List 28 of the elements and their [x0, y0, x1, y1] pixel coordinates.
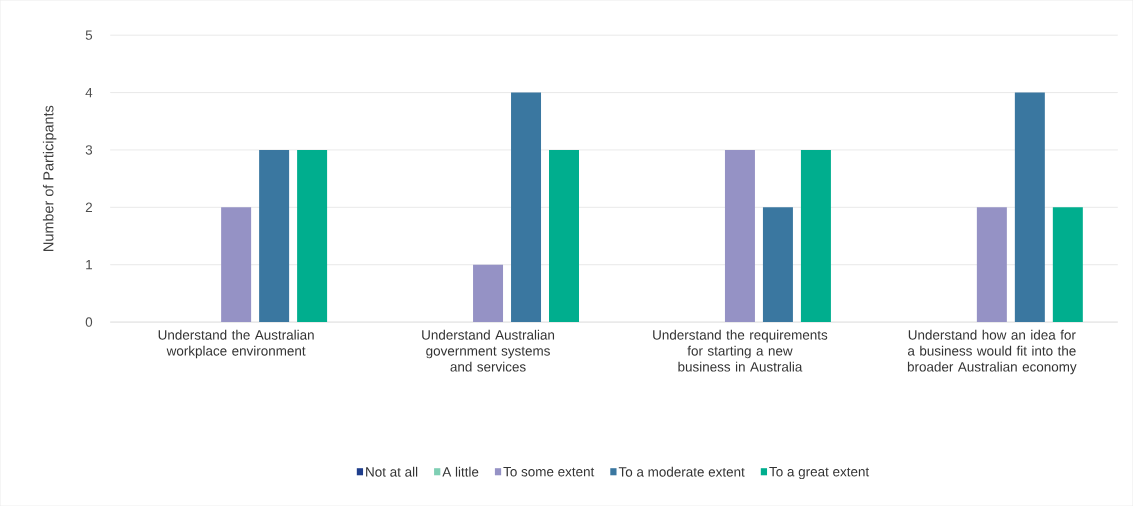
bar	[221, 207, 252, 322]
bar	[511, 92, 542, 322]
legend-label: To a great extent	[769, 466, 870, 480]
y-axis-title: Number of Participants	[42, 105, 57, 251]
legend-label: To some extent	[503, 466, 595, 477]
y-tick-label: 1	[86, 259, 93, 270]
legend-label: Not at all	[366, 466, 418, 477]
y-tick-label: 2	[85, 202, 92, 212]
bar	[259, 149, 290, 322]
bar	[473, 264, 504, 322]
y-tick-label: 0	[85, 317, 93, 327]
x-tick-label: Understand how an idea for a business would fit into the broader Australian economy	[907, 329, 1077, 375]
y-tick-label: 3	[85, 145, 93, 155]
x-tick-label: Understand Australian government systems and services	[422, 329, 555, 372]
legend-label: To a moderate extent	[618, 466, 745, 477]
y-tick-label: 5	[85, 30, 93, 40]
y-tick-label: 4	[85, 87, 93, 98]
bar	[1052, 207, 1083, 322]
bar	[800, 149, 831, 322]
bar	[724, 149, 755, 322]
bar	[297, 149, 328, 322]
legend-label: A little	[442, 466, 479, 477]
x-tick-label: Understand the requirements for starting a new business in Australia	[653, 329, 828, 372]
bar	[976, 207, 1007, 322]
bar	[549, 149, 580, 322]
bar	[1014, 92, 1045, 322]
bar	[762, 207, 793, 322]
x-tick-label: Understand the Australian workplace environment	[158, 329, 314, 359]
